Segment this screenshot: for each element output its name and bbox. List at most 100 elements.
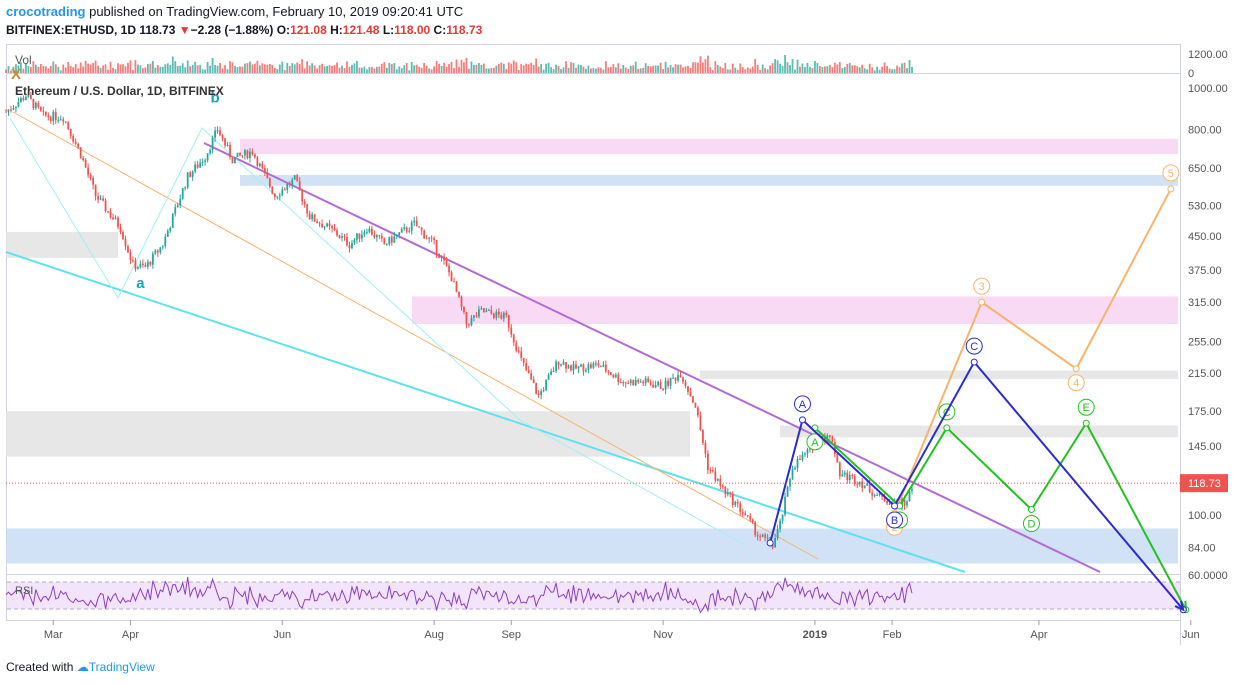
candle-body <box>448 265 450 273</box>
volume-bar <box>751 66 754 73</box>
candle-body <box>141 263 144 265</box>
candle-body <box>281 189 284 196</box>
time-tick: Jun <box>273 629 291 641</box>
candle-body <box>42 110 45 112</box>
tradingview-logo-icon[interactable]: ☁ <box>76 660 89 674</box>
volume-bar <box>816 63 819 73</box>
candle-body <box>575 364 577 369</box>
zone-pink <box>240 138 1178 155</box>
candle-body <box>502 312 505 319</box>
volume-bar <box>37 66 40 73</box>
candle-body <box>828 435 831 437</box>
volume-bar <box>602 69 605 73</box>
tradingview-brand[interactable]: TradingView <box>88 660 155 674</box>
volume-bar <box>114 69 117 73</box>
volume-bar <box>32 61 35 73</box>
candle-body <box>550 371 552 375</box>
volume-bar <box>388 62 391 73</box>
candle-body <box>353 239 356 243</box>
candle-body <box>463 306 465 312</box>
volume-bar <box>132 69 134 73</box>
volume-bar <box>876 66 879 73</box>
volume-bar <box>609 66 612 73</box>
volume-bar <box>226 69 229 73</box>
volume-bar <box>674 64 677 73</box>
volume-bar <box>525 63 528 73</box>
volume-bar <box>480 64 483 73</box>
candle-body <box>863 485 866 488</box>
candle-body <box>276 196 279 198</box>
volume-bar <box>858 67 861 73</box>
candle-body <box>166 230 169 237</box>
volume-bar <box>699 56 702 73</box>
green-wave-label-circle <box>806 433 824 451</box>
volume-bar <box>137 64 139 73</box>
volume-bar <box>804 67 806 73</box>
candle-body <box>490 309 493 314</box>
volume-bar <box>786 62 789 73</box>
price-tick: 255.00 <box>1188 336 1222 348</box>
time-tick: Aug <box>424 629 444 641</box>
volume-bar <box>711 70 714 73</box>
volume-bar <box>896 65 898 73</box>
candle-body <box>370 228 373 235</box>
volume-bar <box>440 65 443 73</box>
candle-body <box>410 222 413 231</box>
candle-body <box>241 155 244 157</box>
volume-bar <box>234 65 236 73</box>
volume-bar <box>848 62 851 73</box>
volume-bar <box>268 64 271 73</box>
candle-body <box>37 102 40 107</box>
candle-body <box>804 453 806 455</box>
volume-bar <box>239 66 241 73</box>
volume-bar <box>351 64 353 73</box>
volume-bar <box>861 64 864 73</box>
candle-body <box>562 362 565 365</box>
candle-body <box>480 308 483 310</box>
volume-bar <box>774 59 777 73</box>
volume-bar <box>166 63 169 73</box>
candle-body <box>547 374 550 380</box>
volume-bar <box>346 61 348 73</box>
volume-bar <box>7 66 10 73</box>
volume-bar <box>891 69 893 73</box>
volume-bar <box>385 67 388 73</box>
volume-bar <box>209 65 211 73</box>
candle-body <box>530 373 533 380</box>
candle-body <box>617 374 620 382</box>
volume-bar <box>338 67 341 73</box>
volume-bar <box>59 70 62 73</box>
candle-body <box>122 232 124 240</box>
volume-bar <box>251 64 254 73</box>
candle-body <box>405 227 408 232</box>
candle-body <box>532 379 535 384</box>
candle-body <box>475 315 478 317</box>
candle-body <box>485 310 488 313</box>
volume-bar <box>380 63 383 73</box>
candle-body <box>211 137 214 151</box>
volume-bar <box>517 70 520 73</box>
volume-bar <box>199 64 202 73</box>
volume-bar <box>617 63 620 73</box>
volume-bar <box>219 63 221 73</box>
candle-body <box>552 371 555 373</box>
author-name[interactable]: crocotrading <box>6 4 86 19</box>
volume-bar <box>639 68 642 73</box>
candle-body <box>478 309 480 317</box>
volume-bar <box>156 65 159 73</box>
candle-body <box>119 227 122 233</box>
chart-title: Ethereum / U.S. Dollar, 1D, BITFINEX <box>15 84 224 98</box>
candle-body <box>756 535 759 537</box>
candle-body <box>303 201 306 205</box>
volume-bar <box>400 68 403 73</box>
candle-body <box>159 247 162 253</box>
zone-grey <box>700 370 1178 380</box>
candle-body <box>271 186 274 194</box>
volume-bar <box>455 59 458 73</box>
candle-body <box>487 309 490 311</box>
volume-bar <box>614 67 617 73</box>
candles-layer <box>5 91 913 550</box>
candle-body <box>440 256 443 258</box>
candle-body <box>602 364 605 367</box>
